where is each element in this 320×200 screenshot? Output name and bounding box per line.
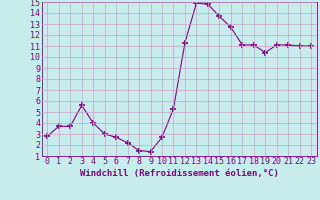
X-axis label: Windchill (Refroidissement éolien,°C): Windchill (Refroidissement éolien,°C) <box>80 169 279 178</box>
